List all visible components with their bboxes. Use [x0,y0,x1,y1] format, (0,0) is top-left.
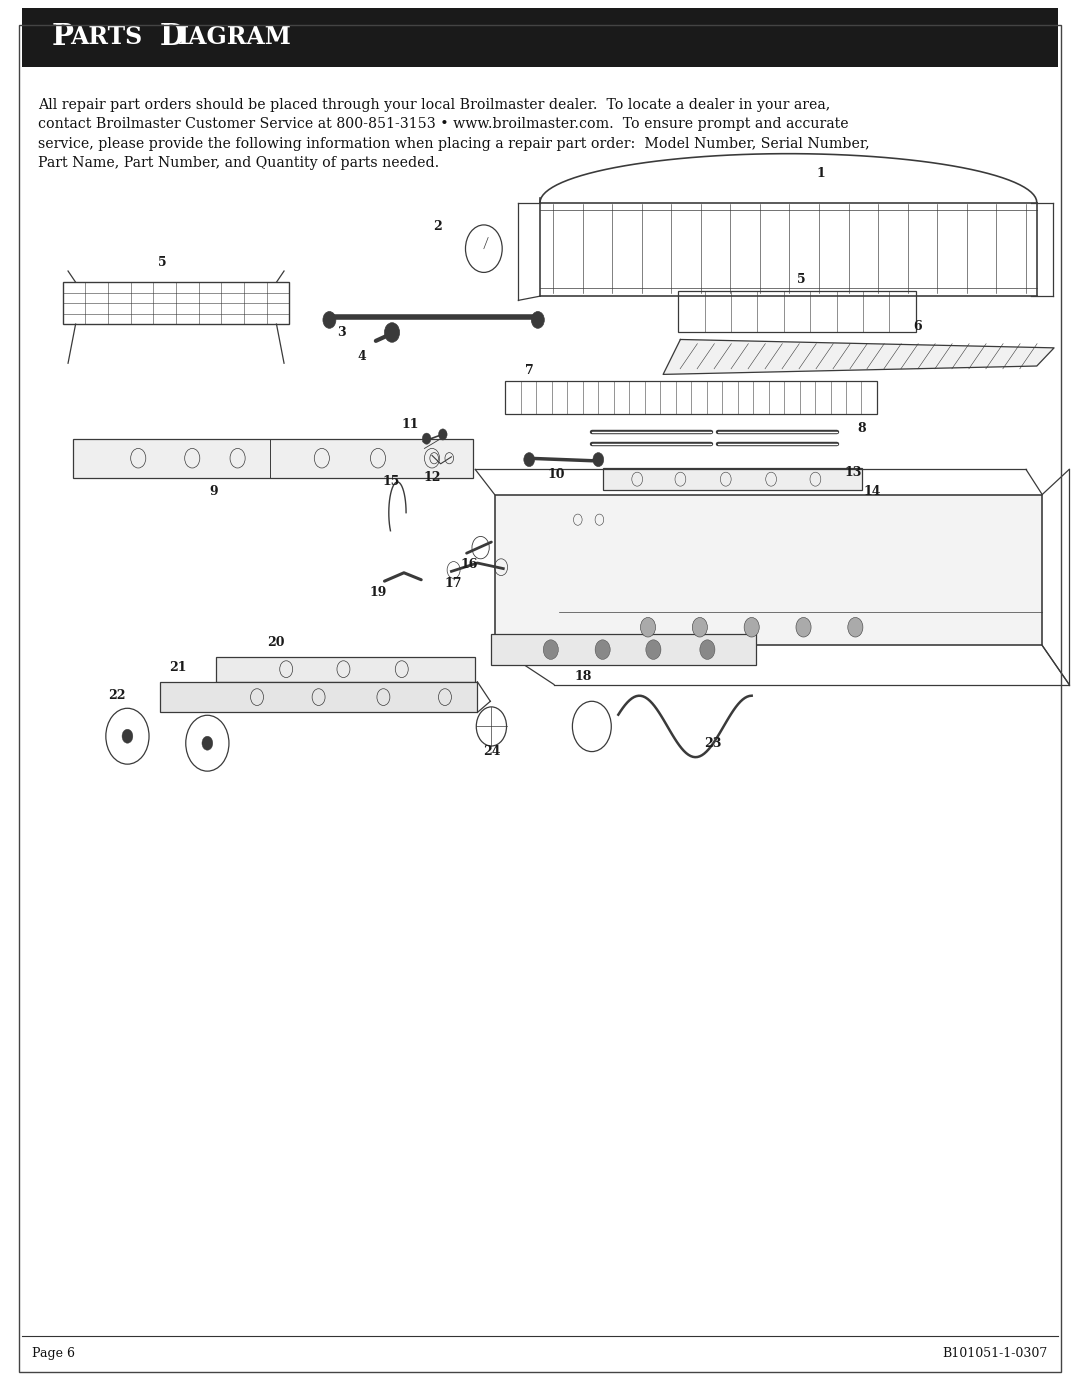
Text: 21: 21 [170,661,187,675]
Text: 20: 20 [267,636,284,650]
Text: 24: 24 [483,745,500,759]
Circle shape [202,736,213,750]
Text: 7: 7 [525,363,534,377]
Circle shape [524,453,535,467]
Circle shape [384,323,400,342]
Text: 5: 5 [158,256,166,270]
Text: 1: 1 [816,166,825,180]
Circle shape [848,617,863,637]
Text: IAGRAM: IAGRAM [178,25,292,49]
Text: 14: 14 [864,485,881,499]
Text: 13: 13 [845,465,862,479]
Bar [603,468,862,490]
Circle shape [543,640,558,659]
Circle shape [122,729,133,743]
Text: Page 6: Page 6 [32,1347,76,1359]
FancyBboxPatch shape [22,8,1058,67]
Text: 6: 6 [914,320,922,334]
Circle shape [323,312,336,328]
Text: 23: 23 [704,736,721,750]
Text: 15: 15 [382,475,400,489]
Circle shape [796,617,811,637]
Bar [505,381,877,414]
Circle shape [640,617,656,637]
Circle shape [531,312,544,328]
Bar [63,282,289,324]
Circle shape [646,640,661,659]
Text: 3: 3 [337,326,346,339]
Text: 12: 12 [423,471,441,485]
Text: P: P [52,22,73,52]
Text: 17: 17 [445,577,462,591]
Text: 8: 8 [858,422,866,436]
Text: 22: 22 [108,689,125,703]
Circle shape [744,617,759,637]
Circle shape [595,640,610,659]
Bar [491,634,756,665]
Bar [678,291,916,332]
Circle shape [700,640,715,659]
Text: 10: 10 [548,468,565,482]
Circle shape [438,429,447,440]
Bar [73,439,473,478]
Bar [160,682,477,712]
Text: 9: 9 [210,485,218,499]
Circle shape [692,617,707,637]
Text: 16: 16 [460,557,477,571]
Polygon shape [663,339,1054,374]
Bar [216,657,475,682]
Text: ARTS: ARTS [70,25,150,49]
Text: B101051-1-0307: B101051-1-0307 [943,1347,1048,1359]
Text: 19: 19 [369,585,387,599]
Bar [495,495,1042,645]
Circle shape [422,433,431,444]
Text: 5: 5 [797,272,806,286]
Text: 11: 11 [402,418,419,432]
Text: All repair part orders should be placed through your local Broilmaster dealer.  : All repair part orders should be placed … [38,98,869,170]
Text: 2: 2 [433,219,442,233]
Text: 4: 4 [357,349,366,363]
Circle shape [593,453,604,467]
Text: D: D [160,22,185,52]
Text: 18: 18 [575,669,592,683]
